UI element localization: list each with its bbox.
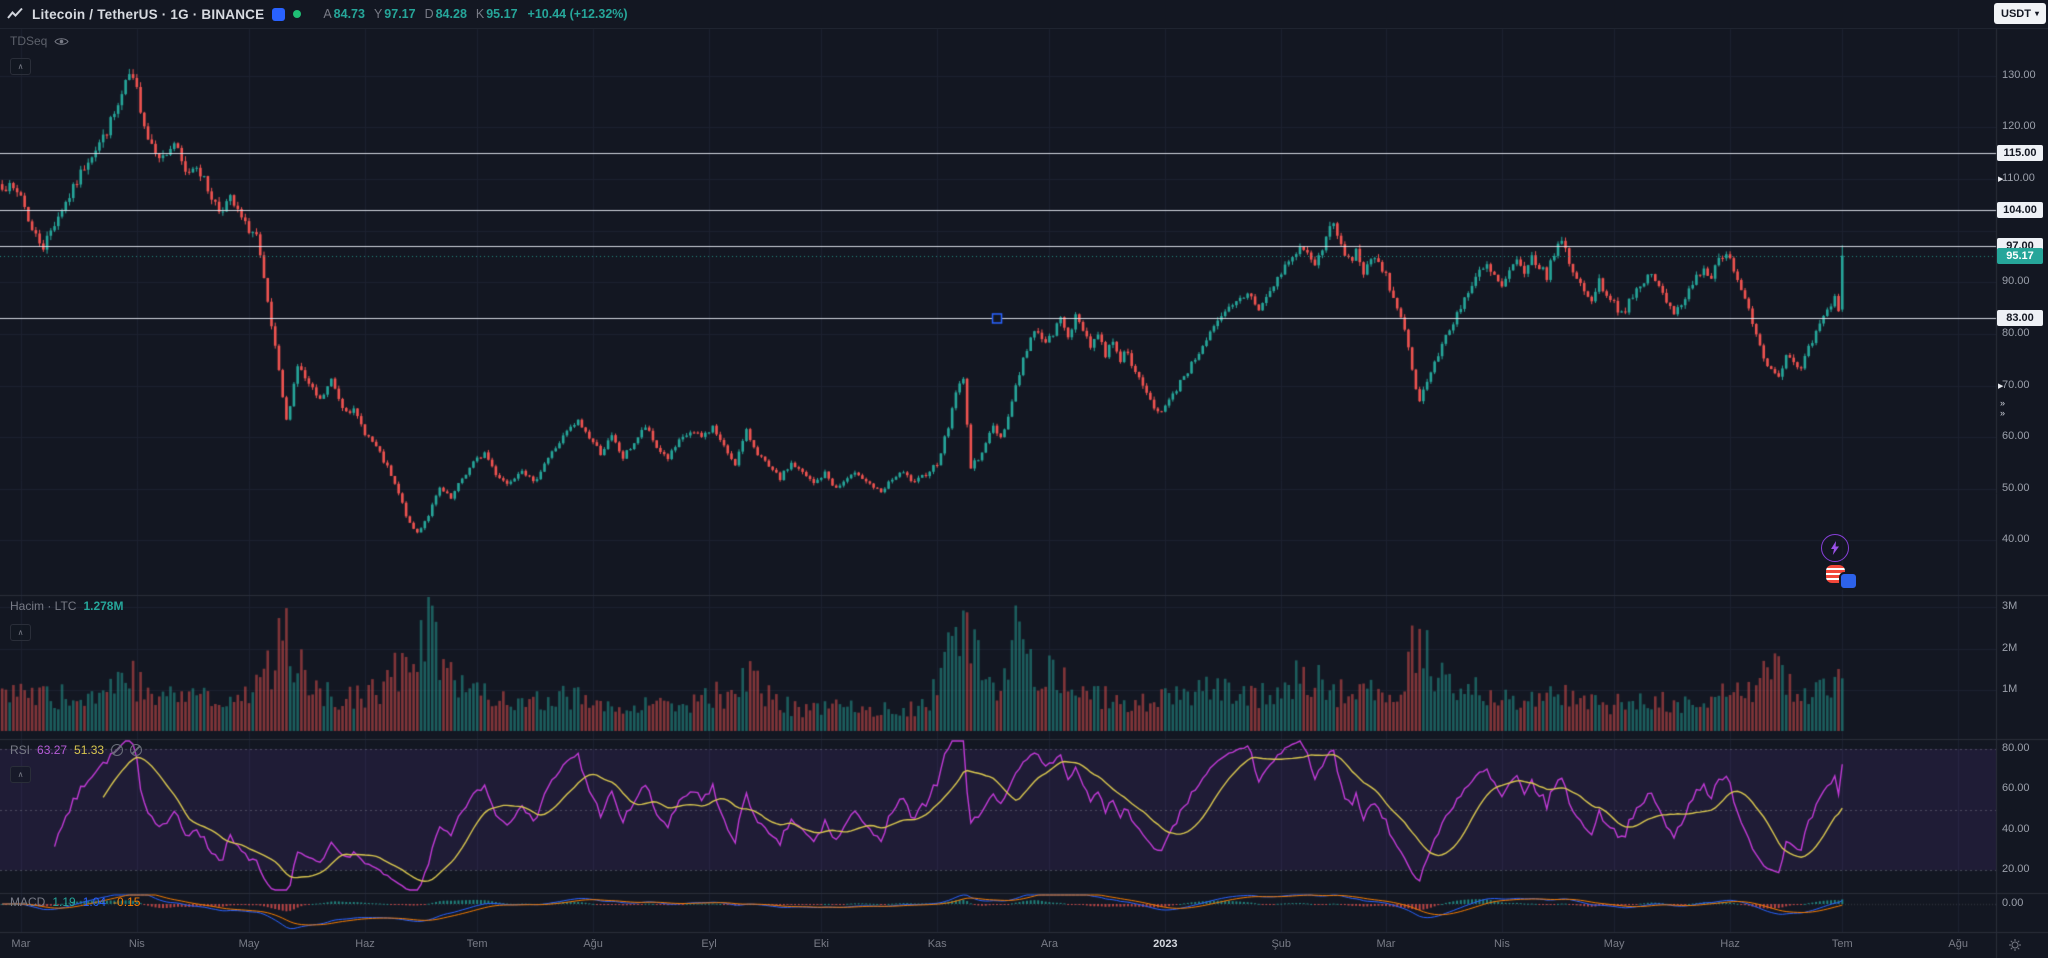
macd-signal-value: -0.15 (113, 895, 141, 909)
low-value: 84.28 (435, 7, 467, 21)
blue-stream-chip-icon (1839, 572, 1858, 590)
live-streams-icon[interactable] (1826, 565, 1858, 590)
rsi-value: 63.27 (37, 743, 68, 757)
rsi-label[interactable]: RSI (10, 743, 31, 757)
currency-label: USDT (2001, 7, 2031, 20)
close-value: 95.17 (486, 7, 518, 21)
high-label: Y (373, 7, 383, 21)
time-axis[interactable] (0, 932, 1996, 958)
symbol-title[interactable]: Litecoin / TetherUS · 1G · BINANCE (32, 6, 265, 22)
price-axis[interactable] (1996, 29, 2048, 932)
volume-value: 1.278M (83, 599, 124, 613)
macd-legend[interactable]: MACD 1.19 1.04 -0.15 (10, 894, 140, 910)
topbar: Litecoin / TetherUS · 1G · BINANCE A 84.7… (0, 0, 2048, 29)
macd-label[interactable]: MACD (10, 895, 46, 909)
currency-toggle-button[interactable]: USDT ▾ (1994, 3, 2046, 24)
open-label: A (323, 7, 332, 21)
hidden-plot-icon (130, 744, 143, 756)
visibility-toggle-icon[interactable] (54, 36, 69, 47)
indicator-legend-tdseq[interactable]: TDSeq (10, 33, 69, 49)
high-value: 97.17 (384, 7, 416, 21)
ohlc-values: A 84.73 Y 97.17 D 84.28 K 95.17 (323, 7, 517, 21)
low-label: D (424, 7, 434, 21)
pane-collapse-button[interactable]: ∧ (10, 624, 31, 641)
exchange-badge-icon (272, 7, 286, 21)
hidden-plot-icon (111, 744, 124, 756)
rsi-legend[interactable]: RSI 63.27 51.33 (10, 742, 143, 758)
quick-action-lightning-icon[interactable] (1821, 534, 1849, 562)
macd-line-value: 1.04 (82, 895, 107, 909)
volume-label[interactable]: Hacim · LTC (10, 599, 77, 613)
caret-down-icon: ▾ (2034, 9, 2039, 18)
open-value: 84.73 (333, 7, 365, 21)
close-label: K (475, 7, 485, 21)
app-logo-icon[interactable] (6, 5, 24, 23)
market-status-icon (293, 10, 302, 18)
rsi-ma-value: 51.33 (74, 743, 105, 757)
pane-collapse-button[interactable]: ∧ (10, 766, 31, 783)
axis-settings-gear-icon[interactable] (2008, 938, 2022, 957)
pane-collapse-button[interactable]: ∧ (10, 58, 31, 75)
macd-hist-value: 1.19 (52, 895, 76, 909)
volume-legend[interactable]: Hacim · LTC 1.278M (10, 598, 123, 614)
indicator-name[interactable]: TDSeq (10, 34, 48, 48)
change-value: +10.44 (+12.32%) (527, 7, 628, 21)
